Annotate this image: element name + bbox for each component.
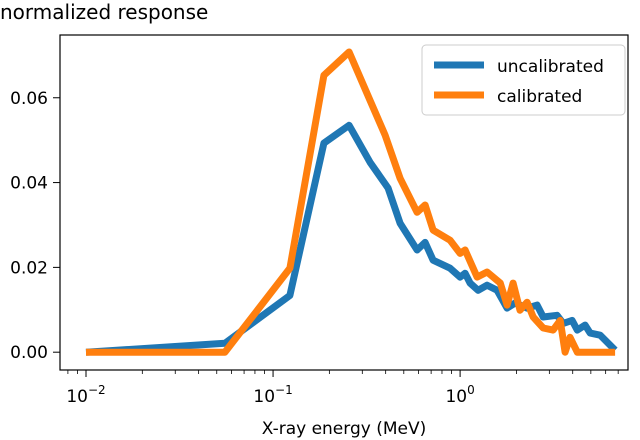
- y-axis: 0.00 0.02 0.04 0.06: [10, 89, 60, 363]
- x-tick-label: 100: [445, 383, 474, 407]
- legend-label-calibrated: calibrated: [497, 87, 582, 107]
- series-layer: [85, 48, 618, 356]
- x-axis: 10−2 10−1 100: [66, 370, 619, 407]
- y-tick-label: 0.04: [10, 174, 48, 194]
- chart-title: normalized response: [0, 0, 208, 24]
- series-line-uncalibrated: [85, 121, 618, 356]
- legend: uncalibrated calibrated: [421, 44, 626, 116]
- y-tick-label: 0.06: [10, 89, 48, 109]
- x-tick-label: 10−1: [253, 383, 292, 407]
- legend-label-uncalibrated: uncalibrated: [497, 57, 604, 77]
- y-tick-label: 0.00: [10, 343, 48, 363]
- x-axis-label: X-ray energy (MeV): [262, 419, 426, 439]
- series-line-calibrated: [86, 48, 616, 356]
- x-tick-label: 10−2: [66, 383, 105, 407]
- y-tick-label: 0.02: [10, 258, 48, 278]
- plot-frame: [59, 34, 629, 371]
